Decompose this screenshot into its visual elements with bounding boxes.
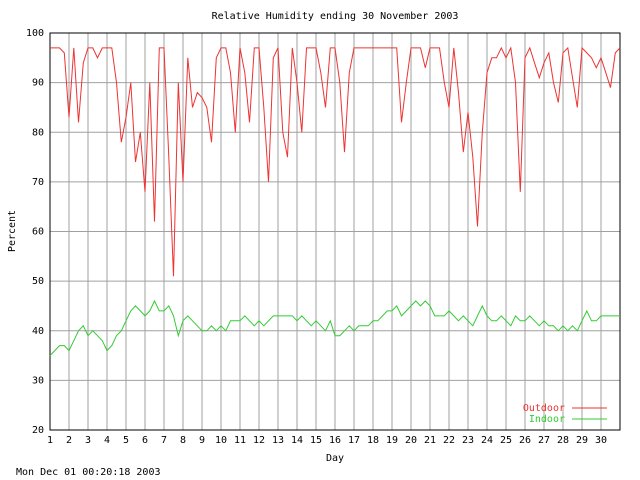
- legend-label: Indoor: [529, 414, 565, 425]
- x-tick-label: 5: [123, 435, 129, 446]
- x-tick-label: 27: [538, 435, 550, 446]
- data-line: [50, 46, 621, 277]
- data-line: [49, 299, 620, 356]
- y-tick-label: 100: [26, 28, 44, 39]
- x-tick-label: 17: [348, 435, 360, 446]
- x-tick-label: 15: [310, 435, 322, 446]
- x-tick-label: 11: [234, 435, 246, 446]
- x-tick-label: 4: [104, 435, 110, 446]
- x-tick-label: 29: [576, 435, 588, 446]
- x-tick-label: 19: [386, 435, 398, 446]
- legend-label: Outdoor: [523, 403, 565, 414]
- y-tick-label: 20: [32, 425, 44, 436]
- x-tick-label: 7: [161, 435, 167, 446]
- x-tick-label: 20: [405, 435, 417, 446]
- x-tick-label: 3: [85, 435, 91, 446]
- x-tick-label: 30: [595, 435, 607, 446]
- x-tick-label: 1: [47, 435, 53, 446]
- x-tick-label: 26: [519, 435, 531, 446]
- x-tick-label: 22: [443, 435, 455, 446]
- footer: Mon Dec 01 00:20:18 2003: [16, 467, 161, 478]
- x-tick-label: 16: [329, 435, 341, 446]
- y-tick-label: 30: [32, 375, 44, 386]
- y-axis-label: Percent: [7, 210, 18, 252]
- x-axis-label: Day: [326, 453, 344, 464]
- y-tick-label: 60: [32, 227, 44, 238]
- x-tick-label: 14: [291, 435, 303, 446]
- x-tick-label: 6: [142, 435, 148, 446]
- x-tick-label: 8: [180, 435, 186, 446]
- x-tick-label: 9: [199, 435, 205, 446]
- x-tick-label: 18: [367, 435, 379, 446]
- y-tick-label: 80: [32, 127, 44, 138]
- x-tick-label: 12: [253, 435, 265, 446]
- x-tick-label: 24: [481, 435, 493, 446]
- plot-frame: [49, 32, 621, 431]
- y-tick-label: 70: [32, 177, 44, 188]
- x-tick-label: 10: [215, 435, 227, 446]
- x-tick-label: 2: [66, 435, 72, 446]
- y-tick-label: 90: [32, 78, 44, 89]
- chart-title: Relative Humidity ending 30 November 200…: [212, 11, 459, 22]
- x-tick-label: 13: [272, 435, 284, 446]
- x-tick-label: 21: [424, 435, 436, 446]
- x-tick-label: 25: [500, 435, 512, 446]
- y-tick-label: 50: [32, 276, 44, 287]
- y-tick-label: 40: [32, 326, 44, 337]
- x-tick-label: 23: [462, 435, 474, 446]
- x-tick-label: 28: [557, 435, 569, 446]
